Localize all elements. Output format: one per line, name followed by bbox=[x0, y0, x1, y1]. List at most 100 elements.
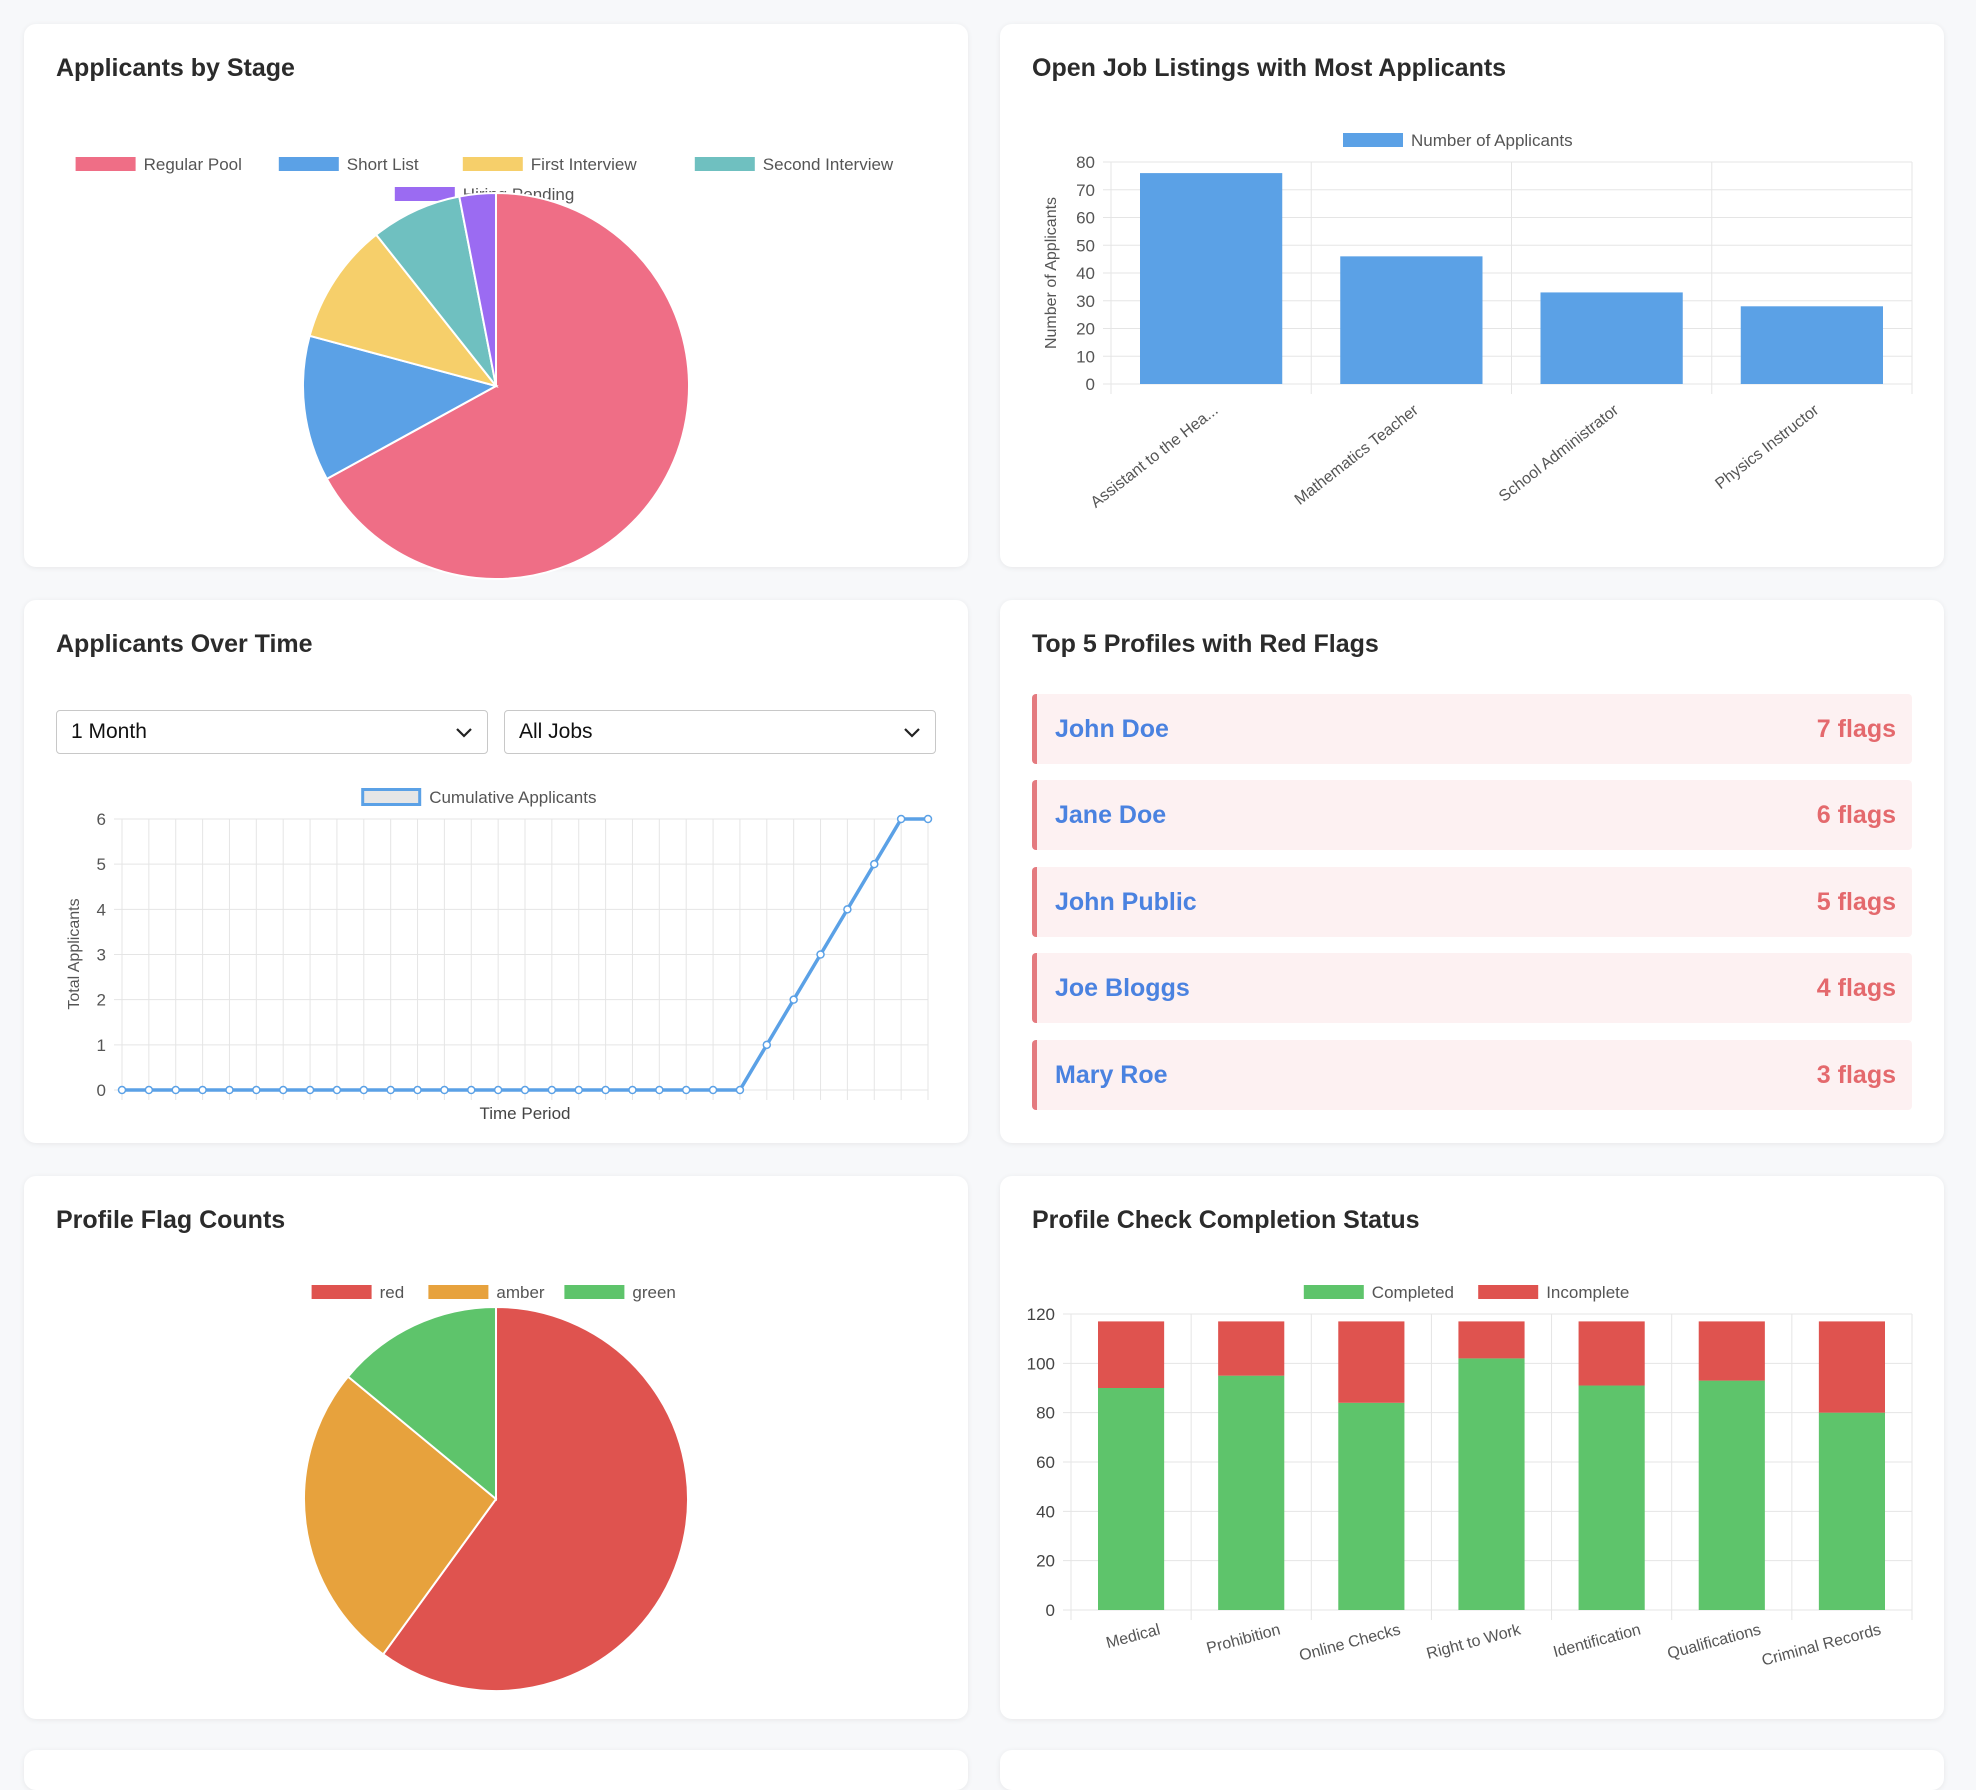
y-axis-label: Total Applicants bbox=[66, 898, 83, 1009]
y-tick-label: 3 bbox=[97, 946, 106, 965]
red-flag-profile-row[interactable]: John Doe 7 flags bbox=[1032, 694, 1912, 764]
legend-swatch bbox=[75, 157, 136, 171]
legend-label: amber bbox=[496, 1283, 545, 1302]
red-flag-profiles-card: Top 5 Profiles with Red Flags John Doe 7… bbox=[1000, 600, 1944, 1143]
data-point bbox=[413, 1085, 422, 1095]
profile-name-link[interactable]: Joe Bloggs bbox=[1055, 973, 1190, 1002]
data-point bbox=[574, 1085, 583, 1095]
y-tick-label: 60 bbox=[1076, 209, 1095, 228]
y-tick-label: 80 bbox=[1036, 1404, 1055, 1423]
card-title: Profile Flag Counts bbox=[56, 1206, 286, 1234]
data-point bbox=[305, 1085, 315, 1095]
bar bbox=[1540, 292, 1683, 384]
y-tick-label: 40 bbox=[1076, 264, 1095, 283]
profile-name-link[interactable]: John Doe bbox=[1055, 714, 1169, 743]
stacked-bar-incomplete bbox=[1818, 1321, 1885, 1413]
bar bbox=[1340, 256, 1483, 384]
data-point bbox=[628, 1085, 637, 1095]
bar bbox=[1740, 306, 1883, 384]
data-point bbox=[923, 814, 933, 824]
applicants-by-stage-card: Applicants by Stage Regular Pool Short Li… bbox=[24, 24, 968, 580]
data-point bbox=[467, 1085, 476, 1095]
legend-swatch bbox=[1478, 1285, 1539, 1299]
y-tick-label: 60 bbox=[1036, 1453, 1055, 1472]
data-point bbox=[359, 1085, 369, 1095]
profile-name-link[interactable]: John Public bbox=[1055, 887, 1197, 916]
data-point bbox=[144, 1085, 154, 1095]
x-tick-label: Criminal Records bbox=[1760, 1621, 1883, 1669]
chevron-down-icon bbox=[456, 728, 472, 738]
data-point bbox=[198, 1085, 207, 1095]
red-flag-profile-row[interactable]: John Public 5 flags bbox=[1032, 867, 1912, 937]
data-point bbox=[870, 859, 879, 869]
legend-swatch bbox=[361, 788, 422, 806]
bar bbox=[1140, 173, 1283, 384]
stacked-bar-completed bbox=[1218, 1375, 1285, 1610]
profile-flag-counts-card: Profile Flag Counts red amber green bbox=[24, 1176, 968, 1719]
y-tick-label: 100 bbox=[1027, 1354, 1055, 1373]
y-tick-label: 0 bbox=[1046, 1601, 1055, 1620]
data-point bbox=[708, 1085, 718, 1095]
y-tick-label: 5 bbox=[97, 855, 106, 874]
legend-label: Cumulative Applicants bbox=[429, 788, 596, 807]
legend-label: Second Interview bbox=[763, 155, 894, 174]
data-point bbox=[520, 1085, 530, 1095]
time-period-select[interactable]: 1 Month bbox=[56, 710, 488, 754]
y-tick-label: 120 bbox=[1027, 1305, 1055, 1324]
y-tick-label: 30 bbox=[1076, 292, 1095, 311]
data-point bbox=[493, 1085, 503, 1095]
time-period-value: 1 Month bbox=[71, 720, 147, 743]
legend-label: Regular Pool bbox=[144, 155, 242, 174]
profile-flag-counts-pie-chart: red amber green bbox=[303, 1283, 689, 1692]
x-tick-label: Qualifications bbox=[1666, 1621, 1763, 1662]
card-title: Profile Check Completion Status bbox=[1032, 1206, 1420, 1234]
red-flag-profile-row[interactable]: Joe Bloggs 4 flags bbox=[1032, 953, 1912, 1023]
legend-swatch bbox=[694, 157, 755, 171]
legend-label: green bbox=[632, 1283, 675, 1302]
y-tick-label: 10 bbox=[1076, 347, 1095, 366]
data-point bbox=[547, 1085, 557, 1095]
card-title: Applicants by Stage bbox=[56, 54, 295, 82]
pie-slice-green bbox=[346, 1305, 497, 1502]
stacked-bar-completed bbox=[1698, 1380, 1765, 1610]
y-tick-label: 20 bbox=[1036, 1552, 1055, 1571]
y-tick-label: 6 bbox=[97, 810, 106, 829]
next-card-right bbox=[1000, 1750, 1944, 1790]
data-point bbox=[440, 1085, 449, 1095]
x-tick-label: Online Checks bbox=[1297, 1621, 1402, 1664]
card-title: Top 5 Profiles with Red Flags bbox=[1032, 630, 1379, 658]
x-tick-label: Medical bbox=[1104, 1621, 1162, 1652]
stacked-bar-completed bbox=[1578, 1385, 1645, 1610]
red-flag-profile-row[interactable]: Jane Doe 6 flags bbox=[1032, 780, 1912, 850]
red-flag-profile-row[interactable]: Mary Roe 3 flags bbox=[1032, 1040, 1912, 1110]
card-title: Open Job Listings with Most Applicants bbox=[1032, 54, 1507, 82]
check-completion-stacked-bar-chart: Completed Incomplete 0 20 40 60 80 100 120 Medica… bbox=[1027, 1283, 1913, 1670]
profile-name-link[interactable]: Mary Roe bbox=[1055, 1060, 1168, 1089]
legend-label: Short List bbox=[347, 155, 419, 174]
profile-name-link[interactable]: Jane Doe bbox=[1055, 800, 1167, 829]
applicants-over-time-card: Applicants Over Time 1 Month All Jobs Cu… bbox=[24, 600, 968, 1143]
open-job-listings-card: Open Job Listings with Most Applicants N… bbox=[1000, 24, 1944, 567]
stacked-bar-completed bbox=[1458, 1358, 1525, 1610]
legend-swatch bbox=[1343, 133, 1403, 147]
legend-label: Number of Applicants bbox=[1411, 131, 1573, 150]
data-point bbox=[278, 1085, 288, 1095]
y-tick-label: 20 bbox=[1076, 320, 1095, 339]
legend-swatch bbox=[462, 157, 523, 171]
job-filter-select[interactable]: All Jobs bbox=[504, 710, 936, 754]
applicants-by-stage-chart: Regular Pool Short List First Interview Sec… bbox=[75, 155, 894, 580]
chevron-down-icon bbox=[904, 728, 920, 738]
flag-count: 3 flags bbox=[1816, 1060, 1896, 1089]
job-filter-value: All Jobs bbox=[519, 720, 593, 743]
pie-slice-amber bbox=[303, 1375, 498, 1656]
y-tick-label: 70 bbox=[1076, 181, 1095, 200]
pie-slice-regular-pool bbox=[325, 191, 690, 580]
legend-label: Completed bbox=[1372, 1283, 1454, 1302]
stacked-bar-incomplete bbox=[1098, 1321, 1165, 1388]
legend-label: red bbox=[380, 1283, 405, 1302]
flag-count: 7 flags bbox=[1816, 714, 1896, 743]
y-tick-label: 80 bbox=[1076, 153, 1095, 172]
y-tick-label: 50 bbox=[1076, 236, 1095, 255]
data-point bbox=[843, 905, 852, 914]
y-tick-label: 4 bbox=[97, 900, 106, 919]
